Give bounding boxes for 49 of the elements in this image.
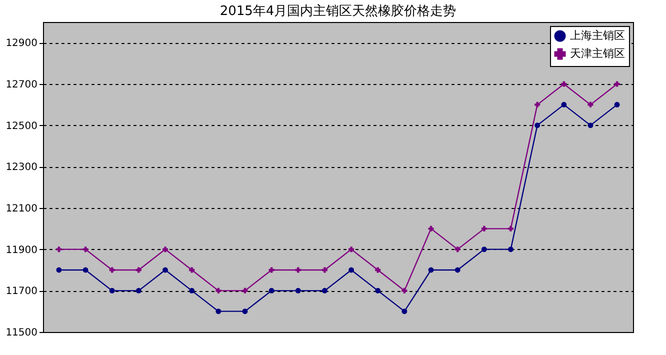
y-tick-label: 11900 bbox=[6, 244, 38, 256]
y-tick-label: 12700 bbox=[6, 80, 38, 90]
point bbox=[454, 267, 460, 273]
y-tick-label: 12100 bbox=[6, 204, 38, 214]
point bbox=[82, 267, 88, 273]
point bbox=[534, 122, 540, 128]
point bbox=[402, 308, 408, 314]
point bbox=[242, 288, 248, 294]
point bbox=[375, 288, 381, 294]
point bbox=[56, 267, 62, 273]
y-tick-label: 11500 bbox=[6, 328, 38, 338]
chart-title: 2015年4月国内主销区天然橡胶价格走势 bbox=[220, 3, 456, 19]
point bbox=[428, 267, 434, 273]
point bbox=[561, 102, 567, 108]
point bbox=[614, 102, 620, 108]
legend-label: 天津主销区 bbox=[570, 47, 625, 60]
legend-label: 上海主销区 bbox=[570, 29, 625, 42]
point bbox=[136, 267, 142, 273]
point bbox=[56, 246, 62, 252]
y-tick-label: 12900 bbox=[6, 38, 38, 50]
point bbox=[162, 246, 168, 252]
point bbox=[481, 226, 487, 232]
point bbox=[588, 102, 594, 108]
point bbox=[82, 246, 88, 252]
point bbox=[189, 267, 195, 273]
point bbox=[295, 288, 301, 294]
point bbox=[588, 122, 594, 128]
point bbox=[162, 267, 168, 273]
point bbox=[242, 308, 248, 314]
point bbox=[189, 288, 195, 294]
point bbox=[136, 288, 142, 294]
y-tick-label: 12500 bbox=[6, 120, 38, 132]
y-tick-label: 12300 bbox=[6, 162, 38, 174]
point bbox=[216, 308, 222, 314]
point bbox=[322, 288, 328, 294]
point bbox=[508, 226, 514, 232]
point bbox=[481, 246, 487, 252]
point bbox=[322, 267, 328, 273]
point bbox=[534, 102, 540, 108]
point bbox=[109, 288, 115, 294]
point bbox=[508, 246, 514, 252]
point bbox=[348, 246, 354, 252]
point bbox=[348, 267, 354, 273]
point bbox=[216, 288, 222, 294]
y-tick-label: 11700 bbox=[6, 286, 38, 298]
point bbox=[268, 288, 274, 294]
point bbox=[428, 226, 434, 232]
point bbox=[402, 288, 408, 294]
point bbox=[454, 246, 460, 252]
